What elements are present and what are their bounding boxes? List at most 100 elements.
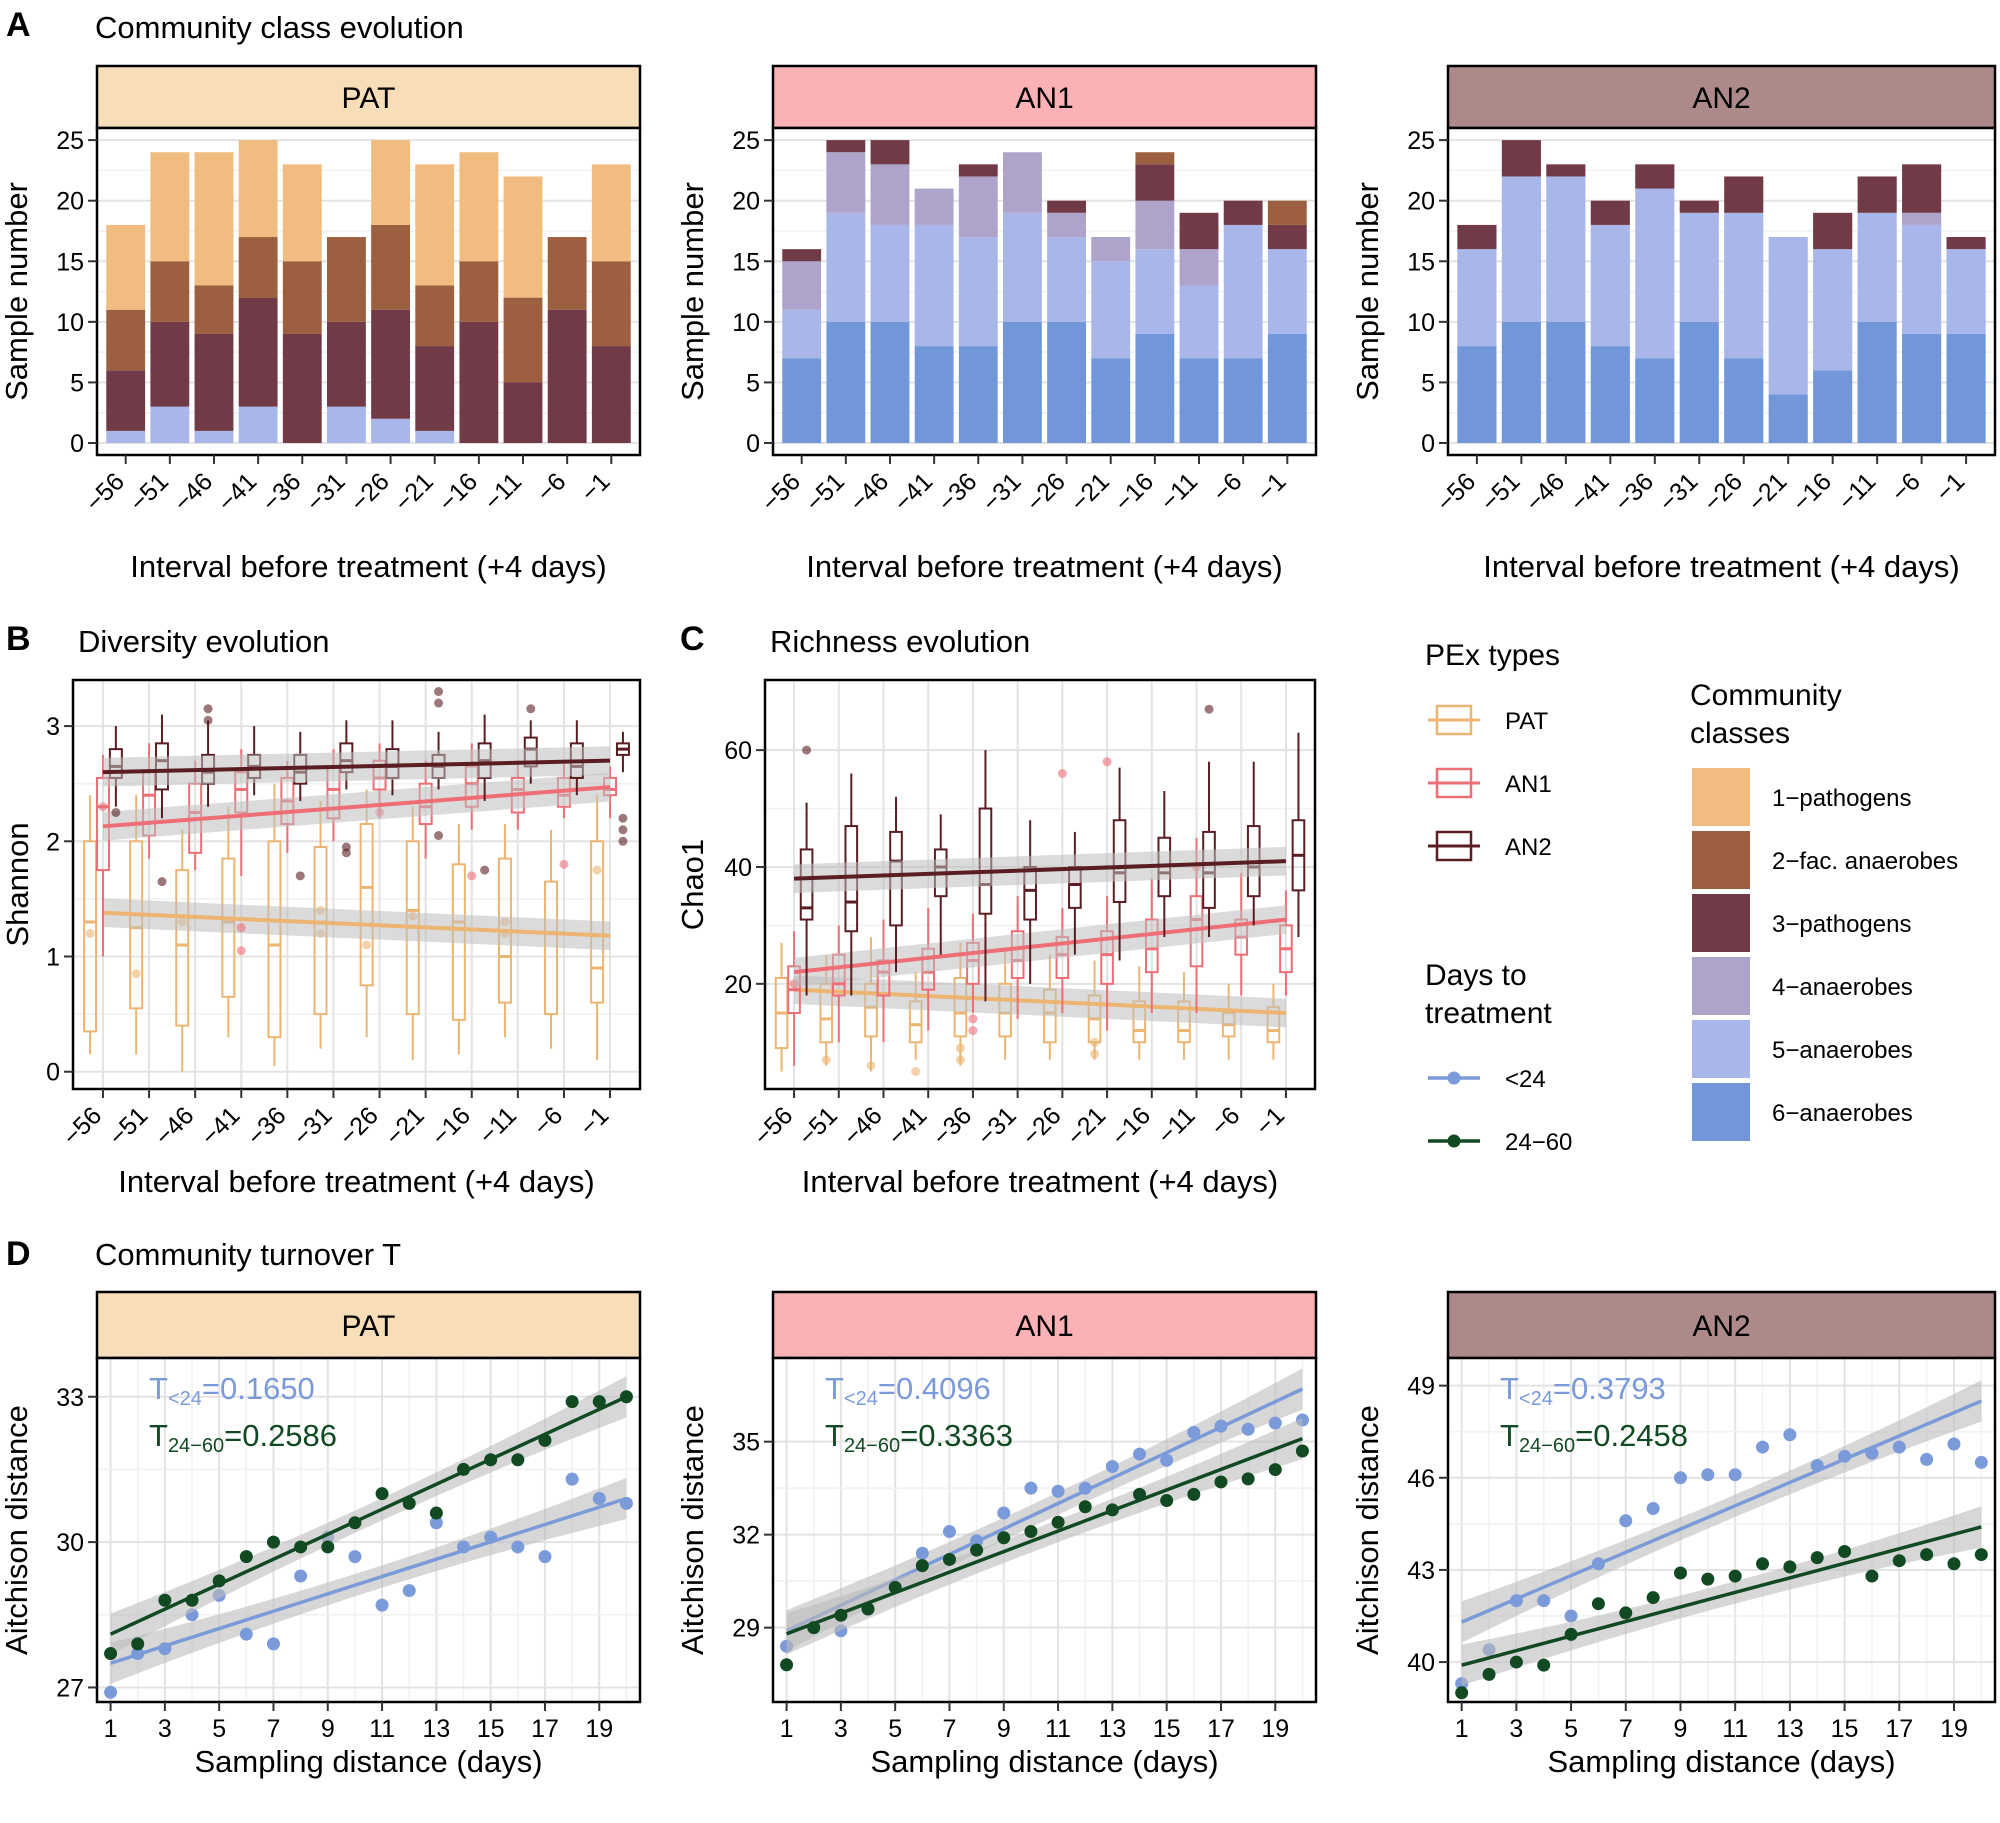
data-point: [1105, 1459, 1119, 1473]
data-point: [1537, 1658, 1551, 1672]
t-value: =0.3793: [1553, 1371, 1666, 1406]
x-tick-label: 9: [1674, 1715, 1688, 1743]
bar-segment: [1590, 200, 1630, 225]
t-subscript: <24: [168, 1388, 202, 1410]
plot-border: [771, 1356, 1318, 1704]
x-tick-label: −31: [301, 467, 351, 517]
panel-b-plot: 0 1 2 3 −56−51−46−41−36−31−26−21−16−11 −6 −1 In…: [0, 678, 642, 1199]
series-lt24: [1455, 1380, 1988, 1691]
x-tick-label: −6: [1886, 467, 1926, 507]
data-point: [104, 1685, 118, 1699]
bar-segment: [1267, 224, 1307, 250]
bar-segment: [1267, 249, 1307, 334]
panel-title-a: Community class evolution: [95, 10, 464, 45]
fit-line: [785, 1436, 1304, 1636]
x-tick-label: −26: [1021, 467, 1071, 517]
bar-segment: [1635, 164, 1675, 189]
data-point: [1241, 1422, 1255, 1436]
data-point: [1673, 1471, 1687, 1485]
trend-line: [793, 917, 1287, 975]
y-tick-label: 60: [724, 737, 752, 765]
x-tick-label: −36: [927, 1101, 977, 1151]
x-tick-label: 17: [1207, 1715, 1235, 1743]
x-tick-label: 1: [1455, 1715, 1469, 1743]
bar-segment: [1047, 237, 1086, 322]
data-point: [1865, 1569, 1879, 1583]
data-point: [1974, 1455, 1988, 1469]
outlier-point: [1204, 704, 1214, 714]
x-tick-label: 7: [1619, 1715, 1633, 1743]
bar-segment: [1946, 333, 1986, 443]
x-tick-label: 15: [1153, 1715, 1181, 1743]
facet-strip-label: AN2: [1692, 1310, 1750, 1343]
box: [175, 869, 190, 1027]
y-tick-label: 3: [46, 713, 60, 741]
legend-class-item-2: 2−fac. anaerobes: [1692, 831, 1958, 889]
outlier-point: [955, 1043, 965, 1053]
t-value: =0.2458: [1575, 1418, 1688, 1453]
data-point: [997, 1531, 1011, 1545]
outlier-point: [955, 1055, 965, 1065]
data-point: [104, 1647, 118, 1661]
y-tick-label: 15: [1407, 248, 1435, 276]
bar-segment: [327, 237, 366, 322]
x-tick-label: −6: [531, 467, 571, 507]
y-tick-label: 25: [56, 127, 84, 155]
bar-segment: [503, 176, 543, 298]
panel-a-facet-an1: AN1 0 5 10 15 20 25 −56−51−46−41−36−31−26−21−16…: [675, 64, 1318, 584]
outlier-point: [866, 1061, 876, 1071]
x-tick-label: −51: [124, 467, 174, 517]
data-point: [457, 1462, 471, 1476]
turnover-24-60-annotation: T24−60=0.2586: [149, 1418, 337, 1457]
data-point: [1133, 1447, 1147, 1461]
x-axis-title: Sampling distance (days): [1547, 1744, 1895, 1779]
y-tick-label: 32: [732, 1522, 760, 1550]
x-tick-label: −26: [1698, 467, 1748, 517]
bar-segment: [238, 237, 278, 298]
legend-class-title-line1: Community: [1690, 679, 1842, 712]
x-tick-label: 9: [321, 1715, 335, 1743]
data-point: [1214, 1475, 1228, 1489]
x-tick-label: −6: [1205, 1101, 1245, 1141]
bar-segment: [547, 309, 587, 443]
data-point: [1783, 1428, 1797, 1442]
t-symbol: T: [149, 1371, 168, 1406]
data-point: [942, 1525, 956, 1539]
data-point: [131, 1637, 145, 1651]
x-tick-label: 11: [369, 1715, 395, 1743]
outlier-point: [131, 969, 141, 979]
data-point: [1838, 1449, 1852, 1463]
legend-class-label: 2−fac. anaerobes: [1772, 848, 1958, 875]
x-tick-label: −1: [576, 467, 616, 507]
x-tick-label: −46: [150, 1101, 200, 1151]
x-tick-label: −16: [426, 1101, 476, 1151]
t-symbol: T: [825, 1371, 844, 1406]
facet-strip: [771, 1290, 1318, 1360]
bar-segment: [1135, 249, 1175, 334]
data-point: [1619, 1606, 1633, 1620]
x-tick-label: 15: [1831, 1715, 1859, 1743]
data-point: [915, 1559, 929, 1573]
x-tick-label: 19: [585, 1715, 613, 1743]
plot-border: [95, 1356, 642, 1704]
y-tick-label: 27: [56, 1674, 84, 1702]
fit-line: [1461, 1525, 1982, 1667]
t-subscript: <24: [1519, 1388, 1553, 1410]
y-axis-title: Sample number: [1350, 182, 1385, 401]
x-tick-label: 7: [943, 1715, 957, 1743]
outlier-point: [203, 715, 213, 725]
bar-segment: [782, 261, 822, 310]
bar-segment: [459, 152, 499, 262]
legend-key-point: [1447, 1071, 1461, 1085]
bar-segment: [914, 224, 954, 347]
legend-class-label: 6−anaerobes: [1772, 1100, 1913, 1127]
bar-segment: [958, 164, 998, 177]
data-point: [997, 1506, 1011, 1520]
x-tick-label: −56: [749, 1101, 799, 1151]
outlier-point: [911, 1066, 921, 1076]
bar-segment: [826, 140, 866, 153]
bar-segment: [282, 164, 322, 262]
bar-segment: [958, 346, 998, 443]
data-point: [1078, 1500, 1092, 1514]
